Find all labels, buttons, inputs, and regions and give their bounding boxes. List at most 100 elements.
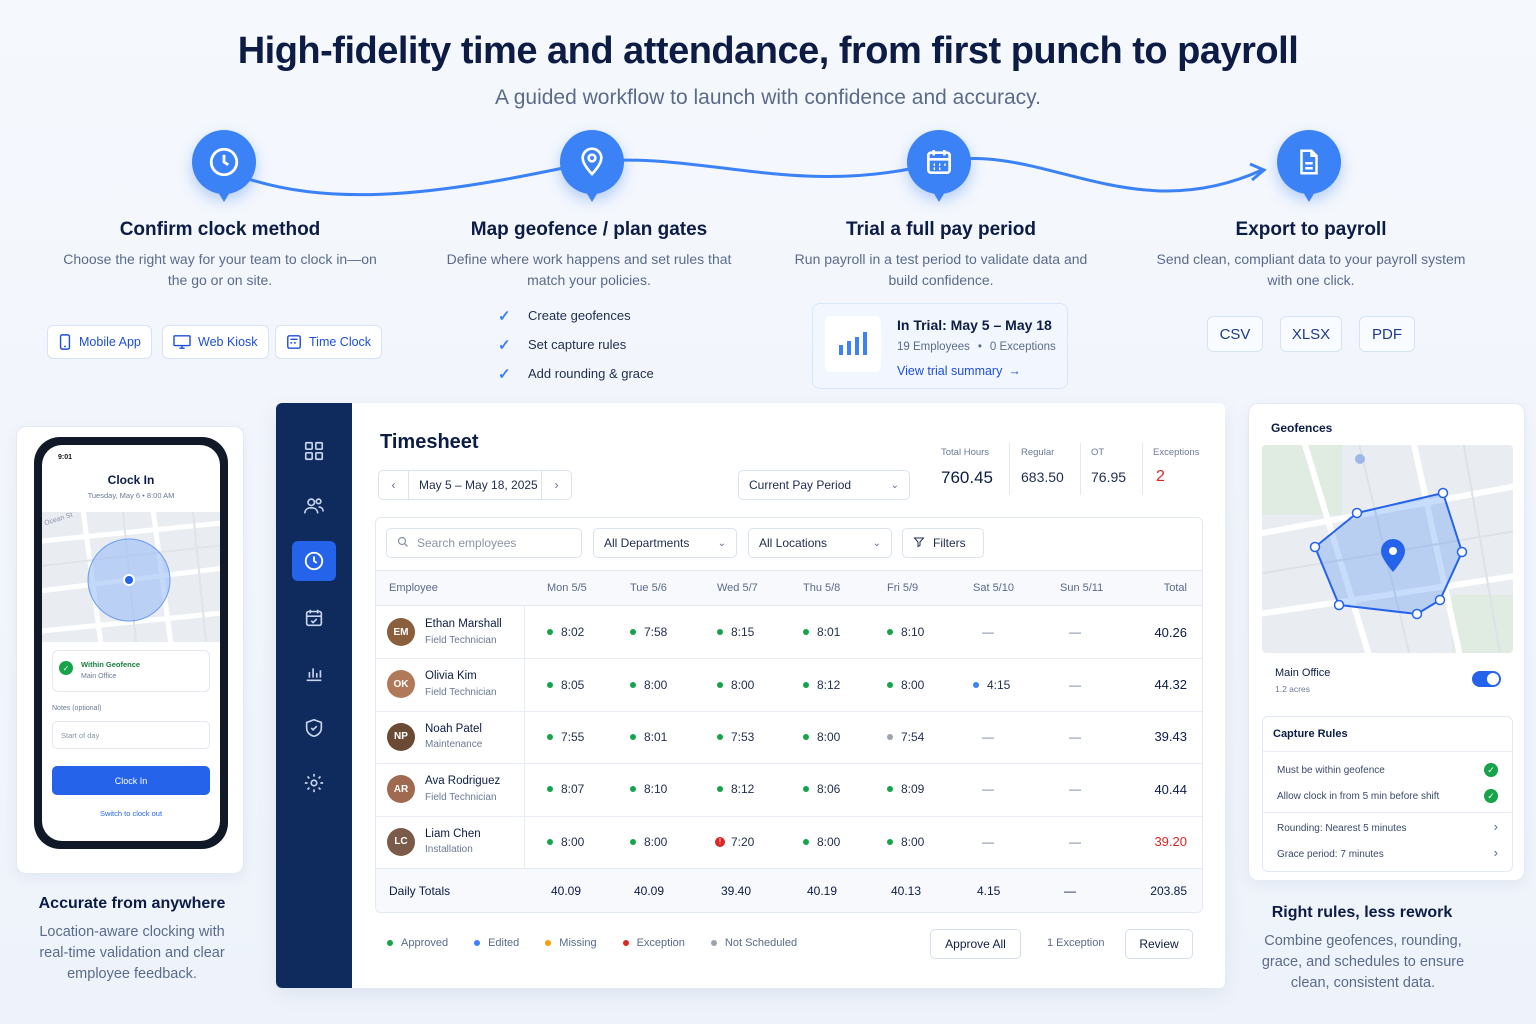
time-cell[interactable]: 8:07 (547, 763, 584, 815)
exception-count: 1 Exception (1047, 937, 1105, 949)
column-header[interactable]: Tue 5/6 (630, 582, 667, 594)
time-value: — (1069, 625, 1081, 640)
reports-icon[interactable] (292, 653, 336, 693)
approved-status-dot (547, 838, 553, 845)
chevron-right-icon[interactable]: › (1493, 819, 1498, 834)
chevron-right-icon[interactable]: › (1493, 845, 1498, 860)
employee-name[interactable]: Noah Patel (425, 722, 482, 735)
geofence-toggle[interactable] (1472, 671, 1501, 687)
users-icon[interactable] (292, 486, 336, 526)
time-cell[interactable]: 4:15 (973, 658, 1010, 710)
time-cell[interactable]: 8:00 (547, 816, 584, 868)
column-header[interactable]: Total (1163, 582, 1187, 594)
time-cell[interactable]: 8:15 (717, 606, 754, 658)
chip-time-clock[interactable]: Time Clock (275, 325, 383, 359)
export-pdf-button[interactable]: PDF (1359, 316, 1415, 352)
chip-web-kiosk[interactable]: Web Kiosk (162, 325, 269, 359)
column-header[interactable]: Mon 5/5 (547, 582, 587, 594)
step-desc: Define where work happens and set rules … (446, 251, 732, 288)
time-cell[interactable]: — (1069, 658, 1081, 710)
step-calendar-icon (907, 130, 971, 202)
rule-grace[interactable]: Grace period: 7 minutes (1277, 849, 1384, 860)
time-cell[interactable]: — (982, 606, 994, 658)
employee-name[interactable]: Ethan Marshall (425, 618, 502, 630)
column-header[interactable]: Fri 5/9 (887, 582, 919, 594)
time-cell[interactable]: 8:00 (630, 816, 667, 868)
workflow-connector (223, 156, 1267, 197)
time-cell[interactable]: 8:00 (887, 658, 924, 710)
time-cell[interactable]: 8:10 (630, 763, 667, 815)
approve-all-button[interactable]: Approve All (930, 929, 1021, 959)
time-cell[interactable]: 8:00 (803, 711, 840, 763)
time-cell[interactable]: 7:55 (547, 711, 584, 763)
time-cell[interactable]: — (1069, 763, 1081, 815)
time-cell[interactable]: 8:12 (803, 658, 840, 710)
column-header[interactable]: Employee (389, 582, 438, 594)
review-button[interactable]: Review (1125, 929, 1193, 959)
settings-icon[interactable] (292, 763, 336, 803)
calendar-icon[interactable] (292, 598, 336, 638)
employee-name[interactable]: Liam Chen (425, 827, 481, 840)
time-cell[interactable]: 8:02 (547, 606, 584, 658)
view-trial-summary-link[interactable]: View trial summary → (897, 364, 1021, 378)
date-range-label: May 5 – May 18, 2025 (419, 478, 538, 492)
approved-status-dot (547, 733, 553, 740)
time-cell[interactable]: 8:00 (630, 658, 667, 710)
time-cell[interactable]: — (982, 763, 994, 815)
geofence-map[interactable] (1262, 445, 1513, 653)
stat-label: Total Hours (941, 447, 990, 458)
time-value: 8:15 (731, 625, 755, 640)
clock-in-button[interactable]: Clock In (52, 766, 210, 795)
search-input[interactable]: Search employees (386, 528, 582, 558)
locations-select[interactable]: All Locations ⌄ (748, 528, 892, 558)
daily-totals-label: Daily Totals (389, 884, 451, 898)
time-cell[interactable]: 8:00 (717, 658, 754, 710)
phone-mockup: 9:01 Clock In Tuesday, May 6 • 8:00 AM O… (34, 437, 228, 849)
time-cell[interactable]: 8:06 (803, 763, 840, 815)
time-cell[interactable]: 8:01 (803, 606, 840, 658)
pay-period-select[interactable]: Current Pay Period ⌄ (738, 470, 910, 500)
geofences-card: Geofences Main Office 1.2 acres Capture … (1248, 403, 1525, 881)
export-csv-button[interactable]: CSV (1207, 316, 1263, 352)
time-cell[interactable]: 8:12 (717, 763, 754, 815)
column-header[interactable]: Wed 5/7 (717, 582, 758, 594)
clock-icon[interactable] (292, 541, 336, 581)
time-cell[interactable]: — (1069, 816, 1081, 868)
time-cell[interactable]: ! 7:20 (715, 816, 755, 868)
filters-button[interactable]: Filters (902, 528, 984, 558)
chevron-left-icon[interactable]: ‹ (379, 471, 409, 499)
dashboard-icon[interactable] (292, 431, 336, 471)
chip-mobile-app[interactable]: Mobile App (47, 325, 152, 359)
chevron-right-icon[interactable]: › (541, 471, 571, 499)
time-value: 7:20 (731, 834, 755, 849)
notes-input[interactable]: Start of day (52, 721, 210, 749)
time-cell[interactable]: 7:54 (887, 711, 924, 763)
checklist-item: ✓ Create geofences (498, 301, 654, 330)
employee-name[interactable]: Olivia Kim (425, 670, 477, 683)
time-cell[interactable]: 8:05 (547, 658, 584, 710)
departments-select[interactable]: All Departments ⌄ (593, 528, 737, 558)
column-header[interactable]: Sun 5/11 (1060, 582, 1104, 594)
column-header[interactable]: Thu 5/8 (803, 582, 841, 594)
time-cell[interactable]: 8:09 (887, 763, 924, 815)
time-cell[interactable]: — (982, 816, 994, 868)
time-cell[interactable]: 7:58 (630, 606, 667, 658)
export-xlsx-button[interactable]: XLSX (1280, 316, 1342, 352)
time-cell[interactable]: 8:01 (630, 711, 667, 763)
time-cell[interactable]: 8:00 (803, 816, 840, 868)
rule-rounding[interactable]: Rounding: Nearest 5 minutes (1277, 823, 1407, 834)
time-cell[interactable]: — (1069, 606, 1081, 658)
approved-status-dot (717, 786, 723, 793)
step-map-pin-icon (560, 130, 624, 202)
avatar: NP (387, 722, 415, 751)
employee-name[interactable]: Ava Rodriguez (425, 775, 501, 788)
time-cell[interactable]: 8:10 (887, 606, 924, 658)
shield-icon[interactable] (292, 708, 336, 748)
time-cell[interactable]: 7:53 (717, 711, 754, 763)
time-cell[interactable]: — (982, 711, 994, 763)
column-header[interactable]: Sat 5/10 (973, 582, 1014, 594)
time-cell[interactable]: — (1069, 711, 1081, 763)
step-title: Map geofence / plan gates (470, 219, 708, 240)
switch-clock-out-link[interactable]: Switch to clock out (99, 809, 163, 818)
time-cell[interactable]: 8:00 (887, 816, 924, 868)
